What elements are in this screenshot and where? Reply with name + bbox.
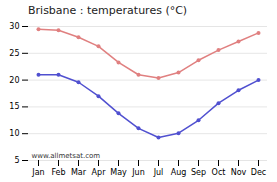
svg-text:www.allmetsat.com: www.allmetsat.com <box>32 152 101 160</box>
svg-text:20: 20 <box>9 76 19 85</box>
svg-text:15: 15 <box>9 102 19 111</box>
svg-text:Jun: Jun <box>131 168 145 177</box>
svg-text:Jan: Jan <box>31 168 44 177</box>
svg-text:Nov: Nov <box>231 168 247 177</box>
svg-text:25: 25 <box>9 49 19 58</box>
svg-text:Mar: Mar <box>71 168 87 177</box>
svg-text:Apr: Apr <box>92 168 107 177</box>
svg-text:Oct: Oct <box>212 168 226 177</box>
svg-text:Aug: Aug <box>171 168 187 177</box>
svg-text:May: May <box>110 168 127 177</box>
svg-text:30: 30 <box>9 22 19 31</box>
svg-text:Jul: Jul <box>153 168 164 177</box>
svg-text:Feb: Feb <box>51 168 65 177</box>
svg-text:Dec: Dec <box>251 168 266 177</box>
html-text:Brisbane : temperatures (°C): Brisbane : temperatures (°C) <box>28 4 188 17</box>
svg-text:Sep: Sep <box>191 168 206 177</box>
svg-text:10: 10 <box>9 129 19 138</box>
svg-text:5: 5 <box>14 156 19 165</box>
